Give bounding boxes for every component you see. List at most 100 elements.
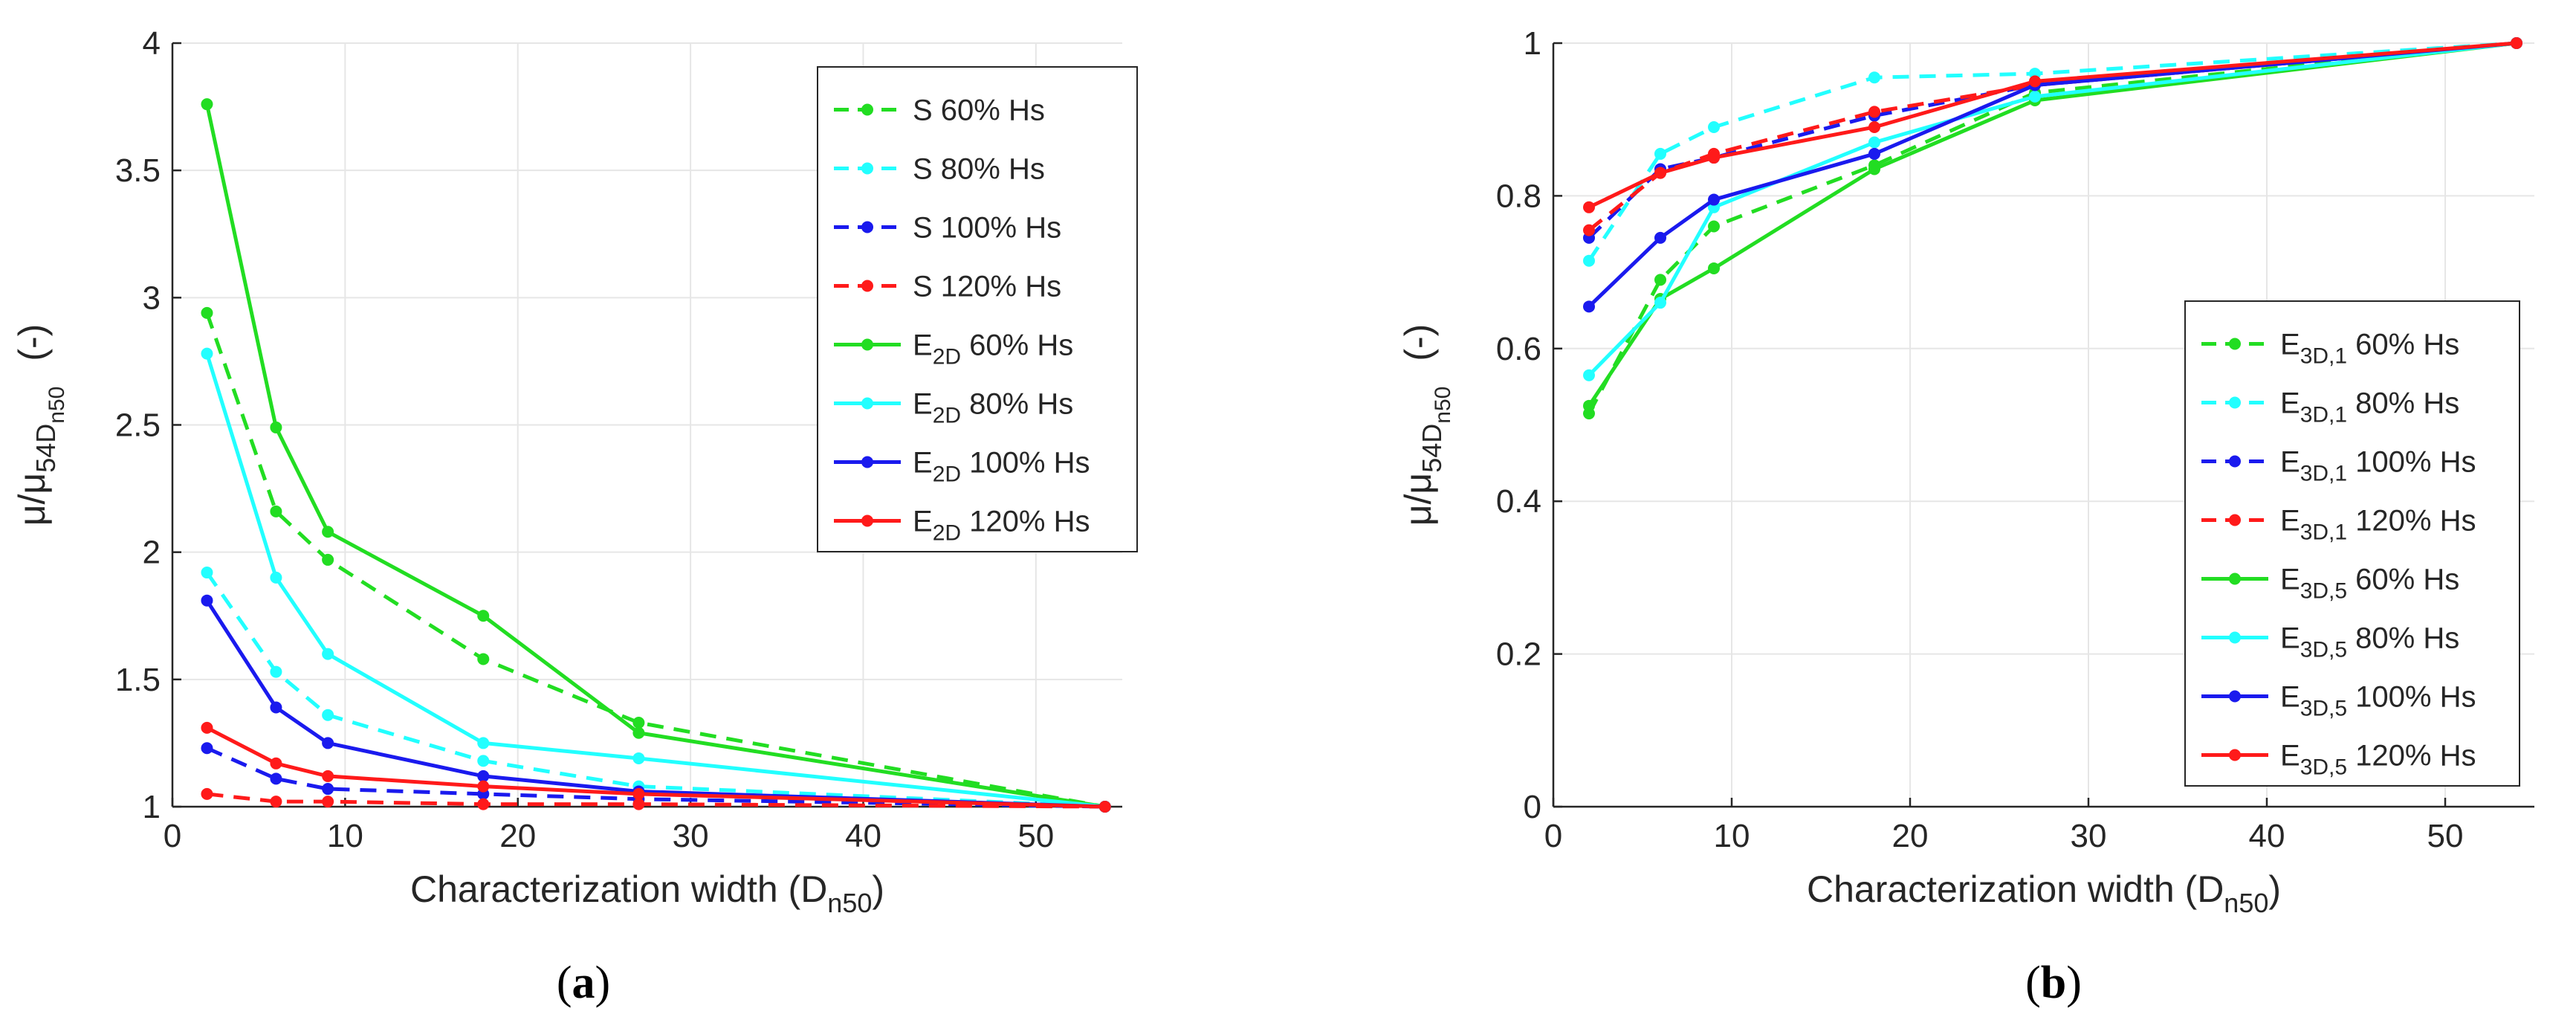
x-axis-label: Characterization width (Dn50) <box>1807 868 2281 918</box>
data-point-b1_60 <box>1708 220 1720 233</box>
y-tick-label-text: 1 <box>1524 25 1541 62</box>
legend-label-sub: 3D,1 <box>2300 344 2347 369</box>
y-axis-label-unit: (-) <box>11 324 53 361</box>
legend-box <box>2184 300 2520 787</box>
x-axis-label-sub: n50 <box>827 888 872 918</box>
legend-marker-b1_80 <box>2229 396 2241 409</box>
y-axis-label-sub: 54D <box>1417 424 1447 473</box>
data-point-s120 <box>477 798 490 810</box>
data-point-e80 <box>201 347 213 360</box>
data-point-b5_60 <box>1868 163 1880 175</box>
legend-label-b5_80: E3D,5 80% Hs <box>2280 622 2459 662</box>
y-axis-label-subsub: n50 <box>1431 387 1455 424</box>
y-tick-label-text: 4 <box>143 25 161 62</box>
data-point-b5_100 <box>1654 231 1666 244</box>
y-tick-label: 3.5 <box>115 152 161 189</box>
legend-label-main: E <box>2280 446 2300 479</box>
legend-label-sub: 3D,1 <box>2300 520 2347 545</box>
legend-label-b1_80: E3D,1 80% Hs <box>2280 387 2459 428</box>
legend-label-main: E <box>2280 564 2300 596</box>
y-axis-label-mu: μ/μ <box>1397 473 1439 526</box>
data-point-e60 <box>477 610 490 622</box>
data-point-b1_80 <box>1654 147 1666 160</box>
data-point-e120 <box>632 787 645 800</box>
legend-marker-b1_100 <box>2229 455 2241 468</box>
y-axis-label-sub: 54D <box>30 424 61 473</box>
y-axis-label-unit: (-) <box>1397 324 1439 361</box>
legend-label-sub: 3D,5 <box>2300 638 2347 662</box>
legend-label-b5_60: E3D,5 60% Hs <box>2280 564 2459 604</box>
y-tick-label-text: 0.8 <box>1496 178 1541 214</box>
series-line-e80 <box>205 352 1106 809</box>
legend-label-sub: 3D,5 <box>2300 755 2347 780</box>
y-tick-label: 0.2 <box>1496 636 1541 673</box>
data-point-b5_60 <box>1708 262 1720 274</box>
data-point-s60 <box>201 306 213 319</box>
chart-panel-a: 0 10 20 30 40 50 1 1.5 2 2.5 3 3.5 4 Characterization… <box>11 25 1138 1008</box>
legend-marker-b5_60 <box>2229 572 2241 585</box>
data-point-b5_80 <box>2029 90 2041 103</box>
caption-letter: a <box>572 958 595 1008</box>
data-point-b5_120 <box>1654 167 1666 179</box>
caption-letter: b <box>2041 958 2066 1008</box>
y-tick-label-text: 0.6 <box>1496 331 1541 367</box>
x-axis-label-main: Characterization width (D <box>410 868 827 910</box>
data-point-b5_80 <box>1654 297 1666 309</box>
x-tick-label-text: 20 <box>1892 818 1929 854</box>
legend-marker-e60 <box>861 338 873 351</box>
y-tick-label: 4 <box>143 25 161 62</box>
x-tick-label: 40 <box>845 818 881 854</box>
legend-label-sub: 3D,1 <box>2300 462 2347 486</box>
legend-label-rest: 60% Hs <box>961 329 1073 362</box>
legend-label-b5_100: E3D,5 100% Hs <box>2280 681 2476 721</box>
x-tick-label-text: 30 <box>2071 818 2107 854</box>
x-axis-label-close: ) <box>2268 868 2281 910</box>
legend-label-e80: E2D 80% Hs <box>913 388 1073 428</box>
data-point-s100 <box>322 783 334 796</box>
x-tick-label: 50 <box>1017 818 1054 854</box>
y-tick-label: 0.8 <box>1496 178 1541 214</box>
y-tick-label: 0.4 <box>1496 483 1541 520</box>
legend-label-sub: 2D <box>933 521 961 546</box>
legend-label-s80: S 80% Hs <box>913 153 1045 186</box>
y-tick-label-text: 0.2 <box>1496 636 1541 673</box>
caption-open: ( <box>2025 958 2041 1008</box>
x-tick-label-text: 40 <box>845 818 881 854</box>
y-axis-label: μ/μ54Dn50 (-) <box>1397 324 1455 526</box>
data-point-s100 <box>270 772 282 785</box>
data-point-b5_100 <box>1868 147 1880 160</box>
legend-label-s120: S 120% Hs <box>913 271 1061 303</box>
x-tick-label-text: 20 <box>499 818 536 854</box>
data-point-s80 <box>270 665 282 678</box>
legend-label-rest: 120% Hs <box>2347 505 2476 538</box>
legend-marker-e120 <box>861 514 873 527</box>
x-tick-label: 30 <box>673 818 709 854</box>
legend-label-rest: 80% Hs <box>961 388 1073 421</box>
data-point-b5_100 <box>1583 300 1595 313</box>
data-point-s120 <box>270 796 282 808</box>
y-tick-label: 1 <box>1524 25 1541 62</box>
legend-label-main: E <box>2280 505 2300 538</box>
y-tick-label-text: 3 <box>143 280 161 316</box>
y-tick-label: 3 <box>143 280 161 316</box>
data-point-b1_80 <box>1708 120 1720 133</box>
x-tick-label-text: 50 <box>2427 818 2464 854</box>
legend-label-sub: 2D <box>933 345 961 370</box>
data-point-e100 <box>270 701 282 714</box>
legend-marker-b5_120 <box>2229 749 2241 761</box>
series-line-s80 <box>205 571 1105 809</box>
data-point-b5_80 <box>1868 136 1880 149</box>
x-axis-label-sub: n50 <box>2224 888 2268 918</box>
y-tick-label-text: 2 <box>143 535 161 571</box>
series-line-e60 <box>205 103 1106 809</box>
legend-box <box>817 66 1138 552</box>
data-point-b5_120 <box>1708 152 1720 164</box>
y-tick-label: 0.6 <box>1496 331 1541 367</box>
x-tick-label: 10 <box>327 818 363 854</box>
x-tick-label-text: 30 <box>673 818 709 854</box>
panel-caption: (b) <box>2025 958 2082 1008</box>
y-axis-label-subsub: n50 <box>45 387 69 424</box>
data-point-b5_120 <box>1868 120 1880 133</box>
y-tick-label: 1 <box>143 789 161 825</box>
legend-marker-b1_120 <box>2229 514 2241 526</box>
